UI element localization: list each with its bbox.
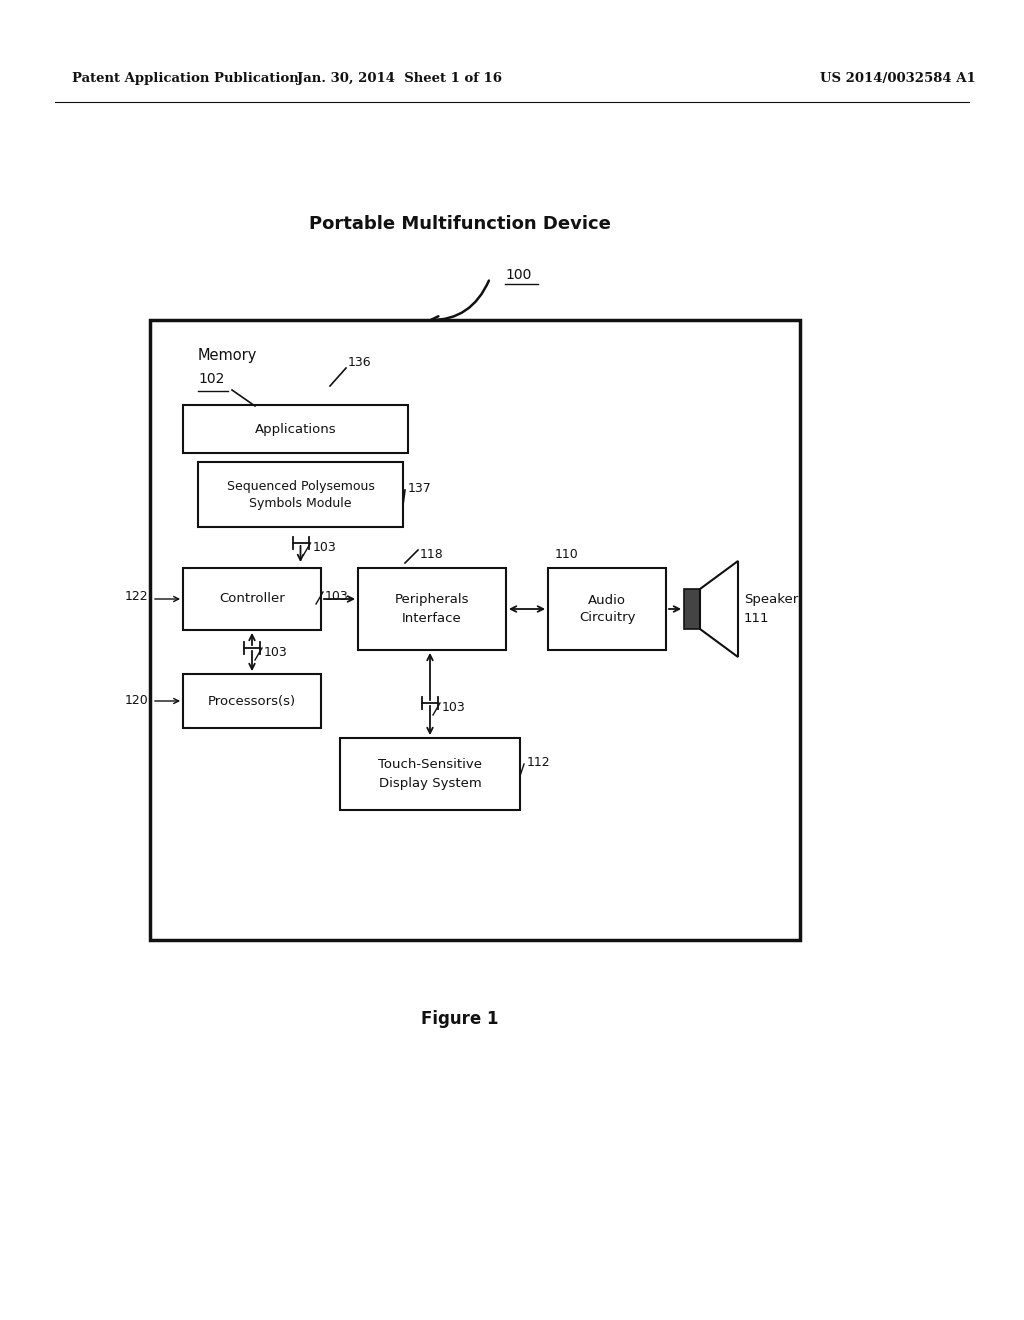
Text: 103: 103 (442, 701, 466, 714)
Text: Controller: Controller (219, 593, 285, 606)
Text: Memory: Memory (198, 348, 257, 363)
Text: 103: 103 (264, 645, 288, 659)
Text: Sequenced Polysemous: Sequenced Polysemous (226, 480, 375, 492)
Text: Display System: Display System (379, 776, 481, 789)
Text: Applications: Applications (255, 422, 336, 436)
Text: Interface: Interface (402, 611, 462, 624)
Bar (684, 589, 700, 630)
Text: 103: 103 (325, 590, 349, 603)
Text: Patent Application Publication: Patent Application Publication (72, 73, 299, 84)
Bar (340, 738, 520, 810)
Bar (358, 568, 506, 649)
Text: Audio: Audio (588, 594, 626, 606)
Text: Figure 1: Figure 1 (421, 1010, 499, 1028)
Text: 136: 136 (348, 356, 372, 370)
Text: 137: 137 (408, 482, 432, 495)
Bar (183, 568, 321, 630)
Text: 110: 110 (555, 548, 579, 561)
Text: 102: 102 (198, 372, 224, 385)
Bar (198, 462, 403, 527)
Text: 103: 103 (312, 541, 336, 554)
Bar (183, 675, 321, 729)
Text: Processors(s): Processors(s) (208, 694, 296, 708)
Text: US 2014/0032584 A1: US 2014/0032584 A1 (820, 73, 976, 84)
FancyArrowPatch shape (430, 281, 488, 323)
Text: Speaker: Speaker (744, 593, 799, 606)
Text: Touch-Sensitive: Touch-Sensitive (378, 759, 482, 771)
Text: Peripherals: Peripherals (394, 594, 469, 606)
Bar (183, 405, 408, 453)
Text: 111: 111 (744, 612, 769, 626)
Text: Circuitry: Circuitry (579, 611, 635, 624)
Text: Portable Multifunction Device: Portable Multifunction Device (309, 215, 611, 234)
Text: 118: 118 (420, 548, 443, 561)
Text: 112: 112 (527, 755, 551, 768)
Text: 122: 122 (124, 590, 148, 603)
Text: Symbols Module: Symbols Module (249, 498, 352, 510)
Text: Jan. 30, 2014  Sheet 1 of 16: Jan. 30, 2014 Sheet 1 of 16 (298, 73, 503, 84)
Text: 100: 100 (505, 268, 531, 282)
Bar (150, 319, 800, 940)
Text: 120: 120 (124, 694, 148, 708)
Bar (548, 568, 666, 649)
Polygon shape (700, 561, 738, 657)
